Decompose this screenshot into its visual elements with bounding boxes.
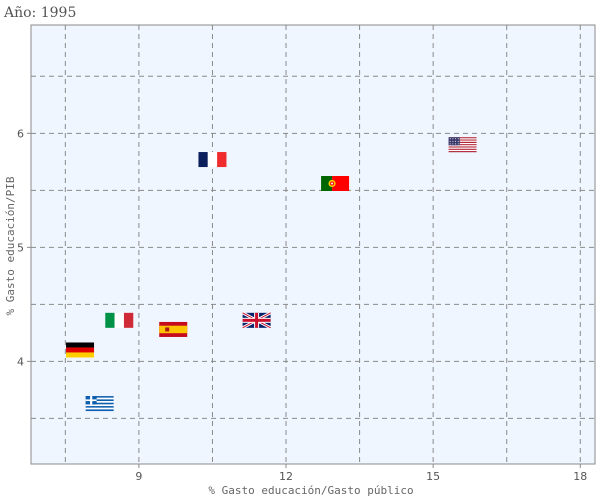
x-tick-label-3: 18 — [573, 470, 587, 483]
uk-flag — [241, 311, 272, 330]
portugal-flag — [321, 175, 350, 191]
spain-flag — [159, 321, 188, 337]
y-tick-label-1: 5 — [17, 241, 24, 254]
usa-flag — [448, 137, 477, 153]
x-tick-label-2: 15 — [426, 470, 440, 483]
chart-title: Año: 1995 — [3, 5, 76, 21]
italy-flag — [105, 312, 134, 328]
x-tick-label-1: 12 — [279, 470, 293, 483]
x-tick-label-0: 9 — [135, 470, 142, 483]
data-points — [66, 137, 477, 412]
germany-flag — [66, 342, 95, 358]
y-tick-label-0: 4 — [17, 355, 24, 368]
y-tick-label-2: 6 — [17, 127, 24, 140]
plot-area — [30, 24, 596, 465]
grid — [31, 25, 595, 464]
france-flag — [198, 152, 227, 168]
greece-flag — [85, 396, 114, 412]
tick-labels: 9 12 15 18 4 5 6 — [17, 127, 587, 483]
y-axis-label: % Gasto educación/PIB — [4, 176, 17, 315]
x-axis-label: % Gasto educación/Gasto público — [208, 484, 413, 497]
